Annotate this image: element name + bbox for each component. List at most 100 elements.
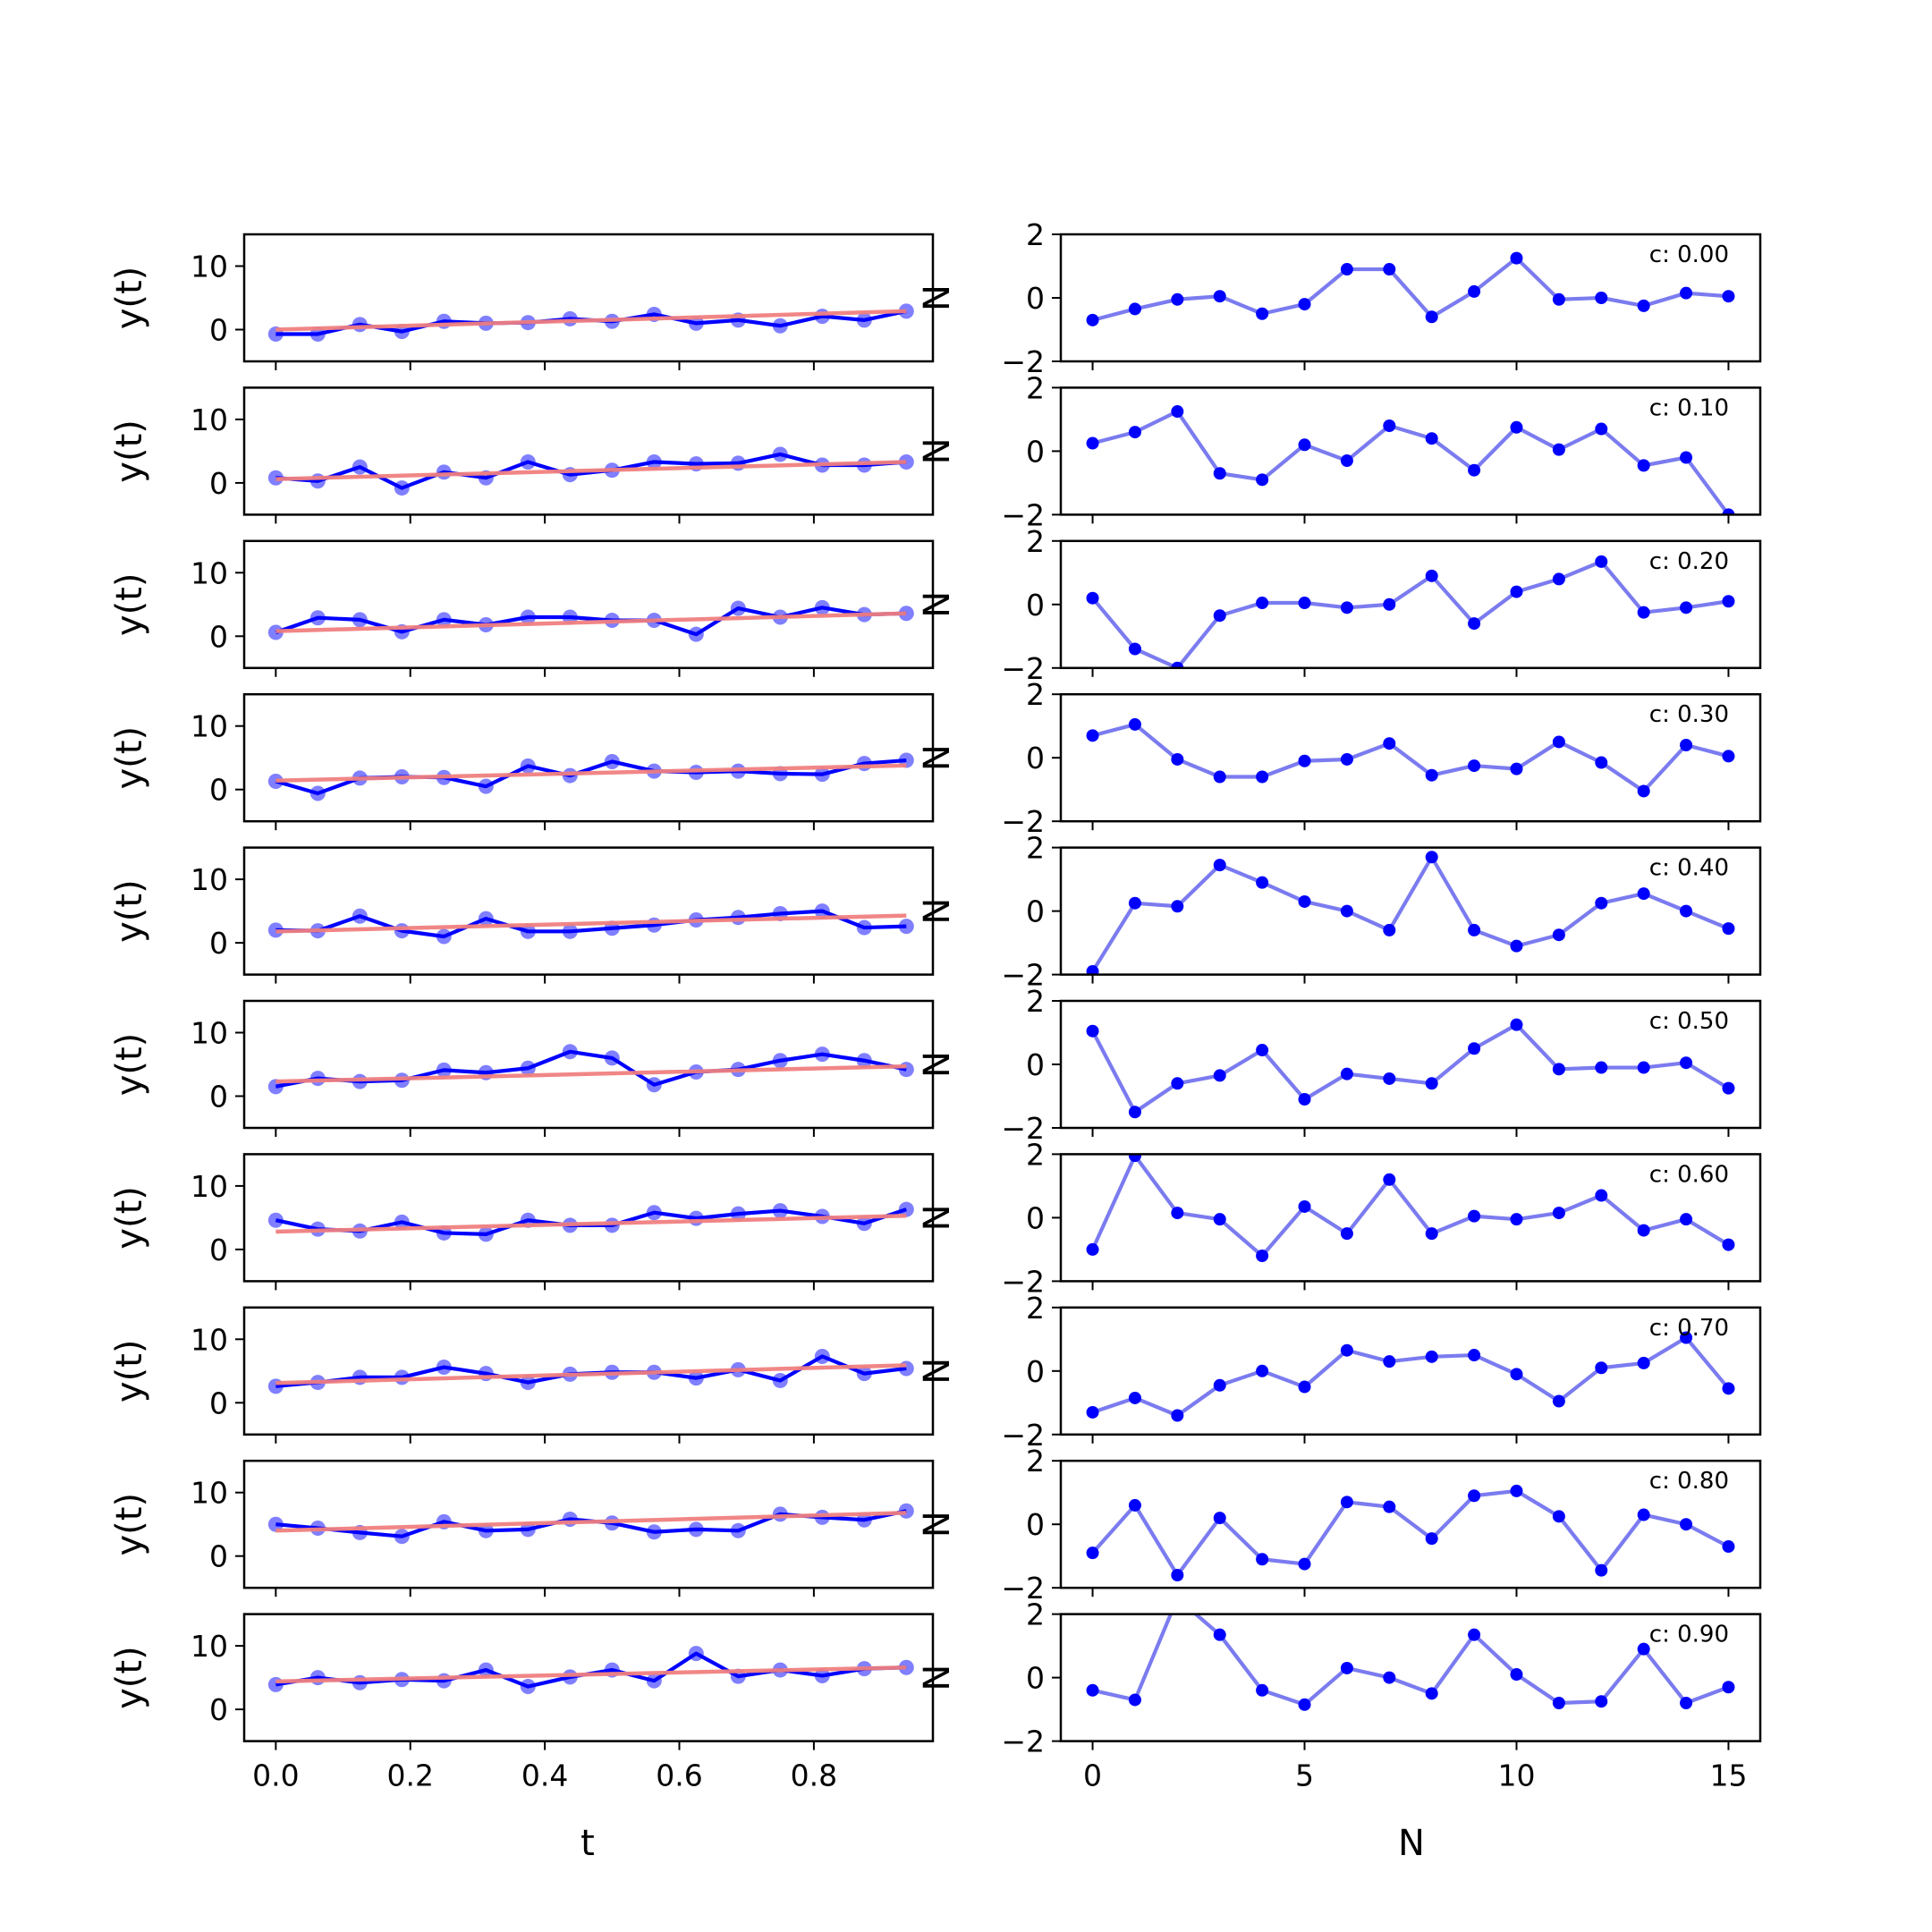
noise-point — [1637, 1224, 1650, 1237]
observed-point — [309, 610, 326, 626]
noise-point — [1468, 284, 1481, 298]
noise-point — [1383, 1173, 1396, 1186]
noise-point — [1171, 405, 1184, 419]
observed-point — [688, 1646, 704, 1662]
noise-point — [1256, 770, 1269, 784]
observed-point — [604, 753, 620, 769]
observed-point — [772, 1372, 788, 1388]
right-y-tick-label: 0 — [1026, 1047, 1045, 1082]
right-y-axis-label: N — [917, 591, 958, 618]
left-data-layer — [267, 1348, 914, 1394]
right-y-axis-label: N — [917, 1204, 958, 1231]
observed-point — [772, 1203, 788, 1219]
noise-point — [1383, 1671, 1396, 1684]
noise-point — [1340, 1343, 1353, 1357]
observed-point — [352, 459, 368, 475]
noise-point — [1128, 1391, 1141, 1404]
noise-point — [1128, 1106, 1141, 1119]
left-plot-area — [244, 540, 933, 668]
noise-point — [1722, 922, 1735, 936]
right-x-axis-label: N — [1398, 1823, 1425, 1864]
noise-point — [1171, 1077, 1184, 1090]
panel-annotation: c: 0.40 — [1649, 855, 1729, 882]
noise-point — [1722, 1681, 1735, 1694]
noise-series-line — [1092, 1614, 1730, 1707]
noise-point — [1595, 1695, 1608, 1708]
right-x-tick-label: 0 — [1083, 1758, 1102, 1793]
left-x-tick-label: 0.2 — [386, 1758, 433, 1793]
noise-point — [1510, 1368, 1523, 1381]
noise-point — [1637, 1356, 1650, 1369]
noise-point — [1298, 894, 1311, 908]
right-panel: −2 0 2 Nc: 0.60 — [917, 1137, 1762, 1299]
noise-point — [1171, 292, 1184, 306]
left-data-layer — [267, 599, 914, 642]
right-y-tick-label: −2 — [1001, 1418, 1045, 1453]
left-y-tick-label: 10 — [191, 402, 228, 437]
noise-point — [1425, 1227, 1438, 1241]
left-plot-area — [244, 1001, 933, 1128]
right-panel: −2 0 2 Nc: 0.50 — [917, 984, 1762, 1146]
noise-point — [1086, 436, 1099, 450]
right-y-tick-label: −2 — [1001, 344, 1045, 379]
noise-point — [1510, 939, 1523, 953]
noise-point — [1680, 1056, 1693, 1070]
right-x-tick-label: 15 — [1709, 1758, 1747, 1793]
noise-point — [1510, 251, 1523, 265]
noise-point — [1680, 1331, 1693, 1344]
noise-point — [1425, 1350, 1438, 1363]
trend-line — [275, 913, 907, 934]
right-y-tick-label: 0 — [1026, 1354, 1045, 1389]
right-y-axis-label: N — [917, 1051, 958, 1078]
right-y-axis-label: N — [917, 898, 958, 925]
observed-point — [688, 1370, 704, 1386]
observed-series-line — [275, 606, 907, 637]
right-y-tick-label: −2 — [1001, 1111, 1045, 1146]
noise-point — [1213, 770, 1226, 784]
right-y-tick-label: 2 — [1026, 217, 1045, 252]
noise-point — [1637, 1508, 1650, 1521]
noise-point — [1722, 1081, 1735, 1095]
right-data-layer — [1086, 1614, 1735, 1711]
observed-point — [898, 1201, 914, 1217]
observed-point — [520, 758, 536, 774]
noise-point — [1171, 1569, 1184, 1581]
noise-point — [1722, 1540, 1735, 1554]
right-x-tick-label: 5 — [1295, 1758, 1314, 1793]
noise-point — [1680, 1518, 1693, 1531]
noise-point — [1298, 1199, 1311, 1213]
noise-point — [1425, 432, 1438, 445]
noise-point — [1298, 1380, 1311, 1394]
left-y-axis-label: y(t) — [109, 573, 150, 637]
left-y-tick-label: 0 — [209, 926, 228, 961]
observed-point — [604, 1050, 620, 1066]
observed-point — [520, 1375, 536, 1391]
noise-point — [1213, 609, 1226, 623]
noise-point — [1256, 1364, 1269, 1377]
observed-point — [309, 1670, 326, 1686]
left-x-tick-label: 0.0 — [252, 1758, 299, 1793]
noise-point — [1425, 1687, 1438, 1700]
noise-point — [1171, 752, 1184, 766]
right-x-tick-label: 10 — [1497, 1758, 1535, 1793]
noise-point — [1086, 1683, 1099, 1697]
observed-point — [436, 1360, 452, 1376]
left-y-tick-label: 0 — [209, 313, 228, 348]
noise-series-line — [1092, 256, 1729, 322]
left-y-tick-label: 0 — [209, 619, 228, 654]
observed-point — [814, 767, 830, 783]
noise-point — [1128, 426, 1141, 439]
panel-annotation: c: 0.70 — [1649, 1315, 1729, 1342]
noise-point — [1086, 313, 1099, 326]
noise-point — [1722, 1238, 1735, 1251]
noise-point — [1171, 900, 1184, 913]
right-panel: −2 0 2 Nc: 0.70 — [917, 1291, 1762, 1453]
noise-point — [1722, 595, 1735, 608]
right-y-tick-label: 0 — [1026, 281, 1045, 316]
observed-point — [772, 318, 788, 334]
left-y-axis-label: y(t) — [109, 1340, 150, 1403]
noise-point — [1256, 307, 1269, 320]
left-y-tick-label: 10 — [191, 555, 228, 590]
noise-point — [1213, 1628, 1226, 1641]
left-plot-area — [244, 234, 933, 361]
